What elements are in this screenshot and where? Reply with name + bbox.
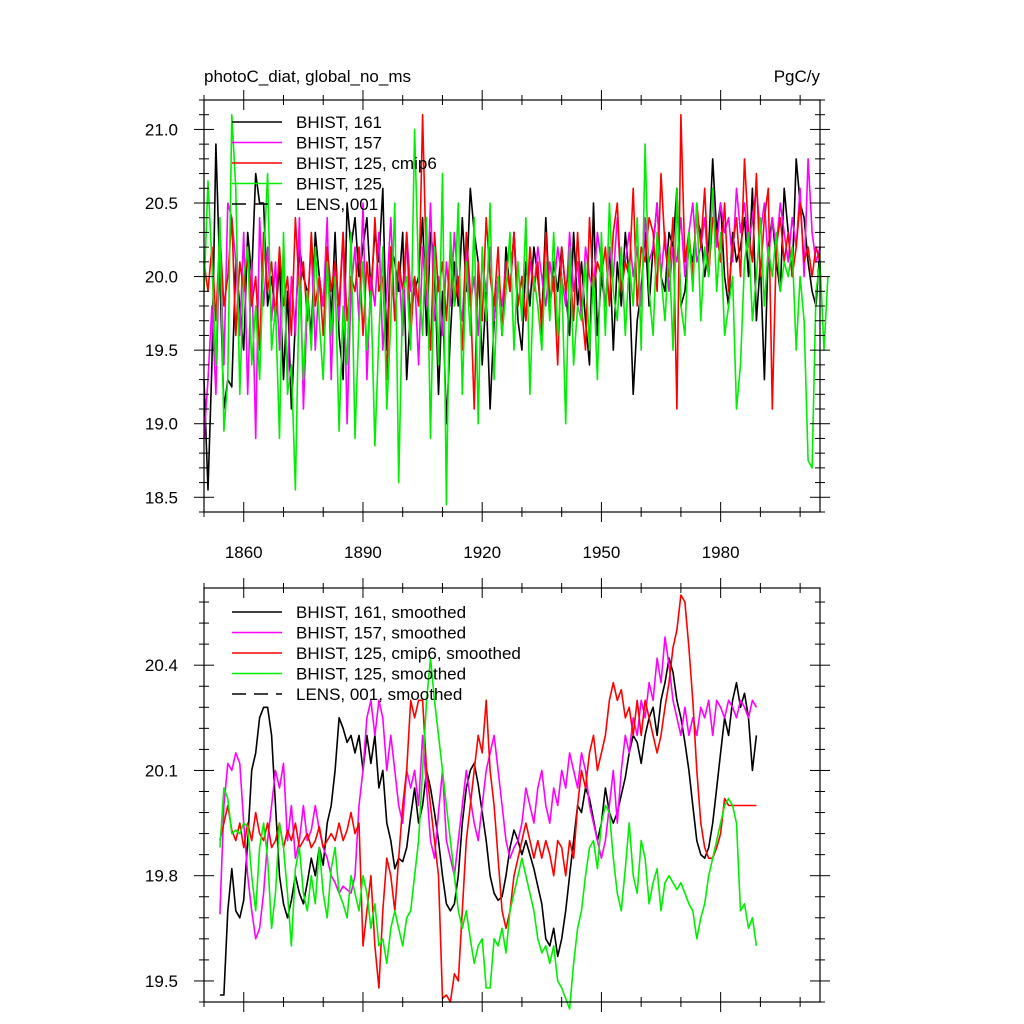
top-x-tick-label: 1950 <box>583 543 621 562</box>
bottom-y-tick-label: 20.1 <box>145 761 178 780</box>
top-x-tick-label: 1920 <box>463 543 501 562</box>
bottom-series-line-3 <box>219 657 758 1010</box>
top-legend-label-0: BHIST, 161 <box>296 113 382 132</box>
bottom-legend-label-0: BHIST, 161, smoothed <box>296 603 466 622</box>
bottom-legend: BHIST, 161, smoothed BHIST, 157, smoothed… <box>232 603 521 704</box>
top-legend-label-3: BHIST, 125 <box>296 175 382 194</box>
top-y-tick-label: 20.5 <box>145 194 178 213</box>
bottom-legend-label-2: BHIST, 125, cmip6, smoothed <box>296 644 521 663</box>
bottom-series-line-2 <box>219 594 757 1003</box>
top-legend-label-lens: LENS, 001 <box>296 195 378 214</box>
bottom-series-line-0 <box>219 657 758 996</box>
top-panel-chart: photoC_diat, global_no_ms PgC/y 1860 1890… <box>145 67 830 562</box>
bottom-plot-frame <box>203 587 821 1003</box>
bottom-y-tick-label: 19.5 <box>145 972 178 991</box>
top-y-tick-label: 21.0 <box>145 120 178 139</box>
top-legend-label-2: BHIST, 125, cmip6 <box>296 154 437 173</box>
bottom-panel-chart: 19.519.820.120.4 BHIST, 161, smoothedBHI… <box>145 578 830 1012</box>
top-y-tick-label: 19.0 <box>145 415 178 434</box>
bottom-y-tick-label: 20.4 <box>145 656 178 675</box>
top-chart-title: photoC_diat, global_no_ms <box>204 67 411 86</box>
top-x-tick-label: 1980 <box>702 543 740 562</box>
top-axes-group: 1860 1890 1920 1950 1980 18.5 19.0 19.5 20.0 20.5… <box>145 90 830 562</box>
bottom-legend-label-3: BHIST, 125, smoothed <box>296 665 466 684</box>
bottom-axes-group: 19.5 19.8 20.1 20.4 <box>145 578 830 1012</box>
bottom-series-line-1 <box>219 636 758 940</box>
top-y-tick-label: 20.0 <box>145 268 178 287</box>
top-x-tick-label: 1860 <box>225 543 263 562</box>
top-series-line-3 <box>203 113 829 506</box>
bottom-legend-label-lens: LENS, 001, smoothed <box>296 685 462 704</box>
bottom-series-group <box>219 594 758 1010</box>
bottom-y-tick-label: 19.8 <box>145 867 178 886</box>
top-x-tick-label: 1890 <box>344 543 382 562</box>
top-series-group <box>203 113 829 506</box>
bottom-legend-label-1: BHIST, 157, smoothed <box>296 624 466 643</box>
top-y-tick-label: 18.5 <box>145 488 178 507</box>
top-y-tick-label: 19.5 <box>145 341 178 360</box>
top-legend-label-1: BHIST, 157 <box>296 134 382 153</box>
top-chart-units: PgC/y <box>774 67 821 86</box>
